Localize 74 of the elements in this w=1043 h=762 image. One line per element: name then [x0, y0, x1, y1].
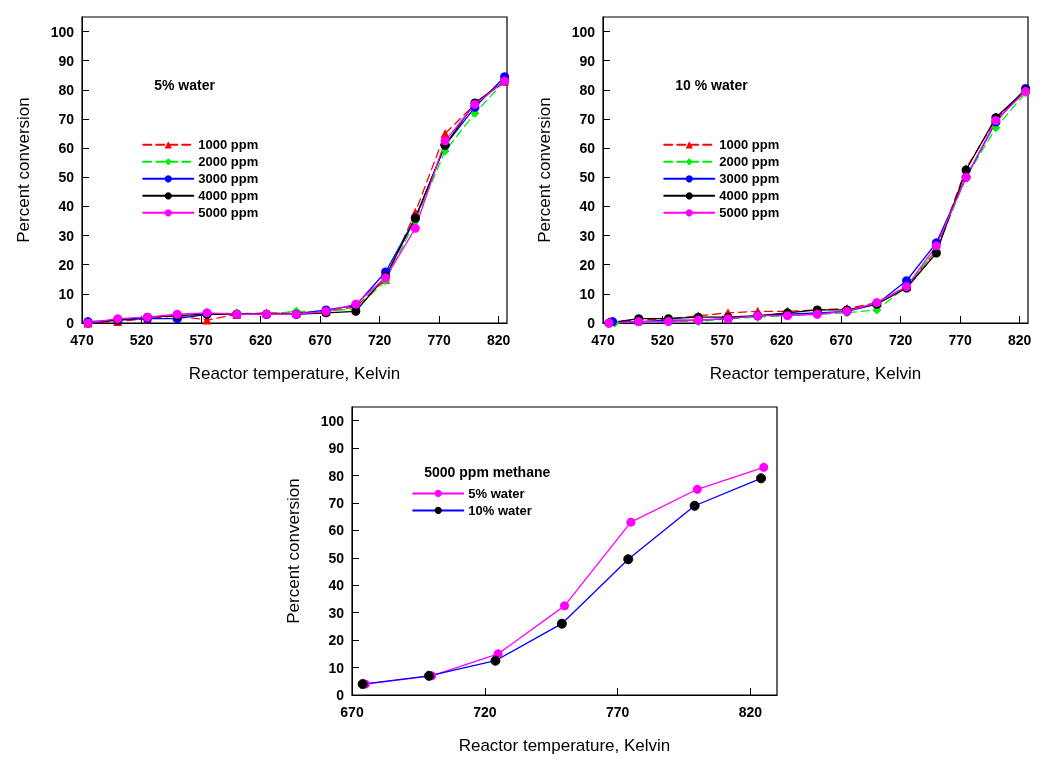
y-tick-label: 30: [579, 227, 596, 244]
annotation: 5000 ppm methane: [424, 463, 551, 480]
x-tick-label: 770: [948, 332, 973, 348]
y-tick-label: 0: [66, 315, 75, 331]
y-tick-label: 40: [328, 577, 345, 594]
y-tick-label: 70: [58, 111, 75, 127]
y-tick-label: 60: [58, 140, 75, 157]
y-axis-title: Percent conversion: [14, 97, 33, 243]
y-tick-label: 50: [579, 169, 596, 186]
x-tick-label: 720: [367, 332, 392, 348]
x-tick-label: 770: [605, 704, 630, 720]
legend-label: 1000 ppm: [719, 137, 780, 153]
y-tick-label: 30: [58, 227, 75, 244]
y-tick-label: 70: [328, 495, 345, 511]
x-tick-label: 620: [769, 332, 794, 348]
y-tick-label: 90: [328, 440, 345, 457]
legend-label: 1000 ppm: [198, 137, 259, 153]
y-tick-label: 100: [571, 23, 596, 40]
y-tick-label: 80: [328, 467, 345, 484]
legend-label: 2000 ppm: [198, 154, 259, 170]
y-tick-label: 70: [579, 111, 596, 127]
x-tick-label: 470: [70, 332, 94, 348]
x-tick-label: 820: [1007, 332, 1032, 348]
y-tick-label: 50: [328, 549, 345, 566]
y-tick-label: 10: [328, 659, 345, 676]
y-tick-label: 50: [58, 169, 75, 186]
legend-label: 4000 ppm: [198, 188, 259, 204]
y-tick-label: 80: [58, 81, 75, 98]
y-tick-label: 100: [320, 412, 345, 429]
x-tick-label: 520: [650, 332, 675, 348]
x-tick-label: 770: [427, 332, 452, 348]
y-tick-label: 60: [579, 140, 596, 157]
x-tick-label: 720: [888, 332, 913, 348]
legend-label: 5000 ppm: [198, 205, 259, 221]
y-tick-label: 20: [579, 256, 596, 273]
x-tick-label: 570: [710, 332, 734, 348]
x-tick-label: 820: [738, 704, 763, 720]
y-tick-label: 0: [336, 687, 345, 703]
y-tick-label: 100: [50, 23, 75, 40]
x-tick-label: 820: [486, 332, 511, 348]
legend-label: 4000 ppm: [719, 188, 780, 204]
y-tick-label: 20: [58, 256, 75, 273]
y-axis-title: Percent conversion: [535, 97, 554, 243]
y-tick-label: 20: [328, 632, 345, 649]
x-tick-label: 570: [189, 332, 213, 348]
x-axis-title: Reactor temperature, Kelvin: [458, 736, 671, 755]
x-tick-label: 720: [473, 704, 497, 720]
annotation: 10 % water: [675, 77, 749, 94]
x-tick-label: 670: [308, 332, 332, 348]
x-axis-title: Reactor temperature, Kelvin: [709, 364, 922, 383]
x-tick-label: 620: [248, 332, 273, 348]
y-tick-label: 0: [587, 315, 596, 331]
x-tick-label: 470: [591, 332, 615, 348]
x-axis-title: Reactor temperature, Kelvin: [188, 364, 401, 383]
y-axis-title: Percent conversion: [284, 478, 303, 624]
legend-label: 3000 ppm: [198, 171, 259, 187]
y-tick-label: 60: [328, 522, 345, 539]
y-tick-label: 10: [58, 285, 75, 302]
legend-label: 5000 ppm: [719, 205, 780, 221]
y-tick-label: 40: [58, 198, 75, 215]
x-tick-label: 670: [829, 332, 853, 348]
legend-label: 5% water: [468, 485, 525, 501]
legend-label: 10% water: [468, 502, 532, 518]
y-tick-label: 10: [579, 285, 596, 302]
legend-label: 2000 ppm: [719, 154, 780, 170]
y-tick-label: 90: [579, 52, 596, 69]
y-tick-label: 80: [579, 81, 596, 98]
legend-label: 3000 ppm: [719, 171, 780, 187]
y-tick-label: 40: [579, 198, 596, 215]
annotation: 5% water: [154, 77, 216, 94]
x-tick-label: 520: [129, 332, 154, 348]
y-tick-label: 30: [328, 604, 345, 621]
x-tick-label: 670: [340, 704, 364, 720]
y-tick-label: 90: [58, 52, 75, 69]
